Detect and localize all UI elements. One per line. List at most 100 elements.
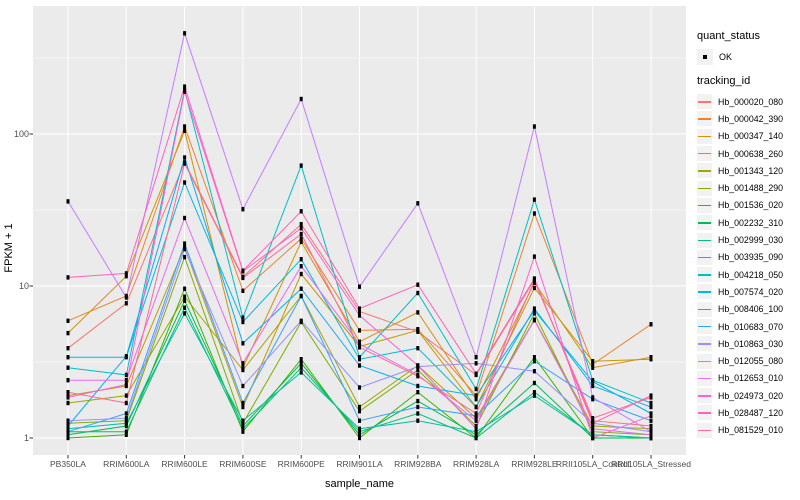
data-point (299, 231, 303, 237)
data-point (532, 278, 536, 284)
data-point (241, 268, 245, 273)
data-point (358, 345, 361, 350)
data-point (66, 423, 70, 429)
data-point (591, 379, 595, 384)
data-point (474, 426, 478, 431)
legend-item: Hb_000020_080 (697, 93, 800, 110)
data-point (649, 426, 653, 431)
legend-label: Hb_002232_310 (718, 217, 784, 228)
data-point (474, 435, 478, 441)
data-point (241, 315, 245, 320)
data-point (358, 313, 361, 318)
legend-label: Hb_007574_020 (718, 286, 784, 297)
data-point (532, 308, 536, 313)
data-point (649, 411, 653, 416)
data-point (358, 426, 361, 431)
data-point (358, 357, 361, 362)
data-point (299, 236, 303, 241)
data-point (358, 404, 361, 410)
data-point (183, 286, 187, 291)
data-point (474, 361, 478, 366)
data-point (124, 416, 128, 421)
data-point (416, 290, 420, 296)
data-point (358, 385, 361, 390)
legend-item: Hb_012653_010 (697, 370, 800, 387)
legend-key-box (697, 180, 712, 196)
data-point (241, 423, 245, 429)
data-point (591, 435, 595, 441)
legend-label: Hb_001343_120 (718, 165, 784, 176)
data-point (241, 367, 245, 373)
data-point (299, 264, 303, 269)
data-point (649, 423, 653, 429)
legend-item: Hb_001343_120 (697, 162, 800, 179)
x-axis-title: sample_name (324, 478, 395, 490)
legend-label: Hb_000347_140 (718, 131, 784, 142)
data-point (649, 400, 653, 406)
x-tick-label: RRIM928LE (511, 459, 558, 469)
data-point (416, 418, 420, 423)
legend-label: Hb_000042_390 (718, 113, 784, 124)
legend-item: Hb_002999_030 (697, 231, 800, 248)
legend-label: Hb_008406_100 (718, 304, 784, 315)
data-point (299, 226, 303, 231)
data-point (591, 383, 595, 389)
data-point (124, 393, 128, 398)
data-point (183, 128, 187, 133)
legend-item: Hb_007574_020 (697, 283, 800, 300)
legend-key-line (698, 291, 711, 293)
data-point (299, 222, 303, 227)
data-point (241, 361, 245, 366)
data-point (532, 393, 536, 398)
legend-item: Hb_010863_030 (697, 335, 800, 352)
legend-key-line (698, 187, 711, 190)
data-point (299, 257, 303, 262)
data-point (183, 31, 187, 36)
data-point (241, 404, 245, 410)
legend-key-box (697, 197, 712, 213)
data-point (66, 435, 70, 441)
data-point (416, 282, 420, 287)
data-point (241, 365, 245, 370)
data-point (474, 371, 478, 376)
data-point (183, 254, 187, 260)
data-point (416, 398, 420, 404)
data-point (532, 318, 536, 323)
legend-key-line (698, 170, 711, 172)
data-point (241, 421, 245, 426)
data-point (649, 432, 653, 437)
data-point (241, 429, 245, 434)
x-tick-label: RRIM600LE (161, 459, 208, 469)
data-point (358, 435, 361, 441)
data-point (241, 400, 245, 406)
tracking-id-legend-items: Hb_000020_080 Hb_000042_390 Hb_000347_140 H… (697, 93, 800, 439)
data-point (299, 286, 303, 291)
legend-key-box (697, 146, 712, 162)
legend-key-box (697, 48, 713, 65)
data-point (299, 163, 303, 168)
data-point (474, 386, 478, 392)
data-point (241, 207, 245, 212)
legend-key-line (698, 101, 711, 103)
data-point (358, 328, 361, 333)
data-point (124, 378, 128, 383)
legend-label: Hb_081529_010 (718, 425, 784, 436)
data-point (241, 288, 245, 293)
data-point (591, 421, 595, 426)
data-point (183, 84, 187, 89)
data-point (474, 432, 478, 437)
legend: quant_status OK tracking_id Hb_000020_08… (697, 30, 800, 439)
legend-item: Hb_000042_390 (697, 110, 800, 127)
data-point (66, 421, 70, 426)
data-point (649, 429, 653, 434)
data-point (124, 382, 128, 387)
data-point (416, 383, 420, 389)
legend-key-line (698, 135, 711, 138)
legend-item: Hb_010683_070 (697, 318, 800, 335)
data-point (591, 365, 595, 370)
data-point (591, 429, 595, 434)
data-point (649, 395, 653, 400)
legend-item: Hb_028487_120 (697, 404, 800, 421)
quant-status-legend-item: OK (697, 48, 800, 65)
legend-key-line (698, 412, 711, 414)
